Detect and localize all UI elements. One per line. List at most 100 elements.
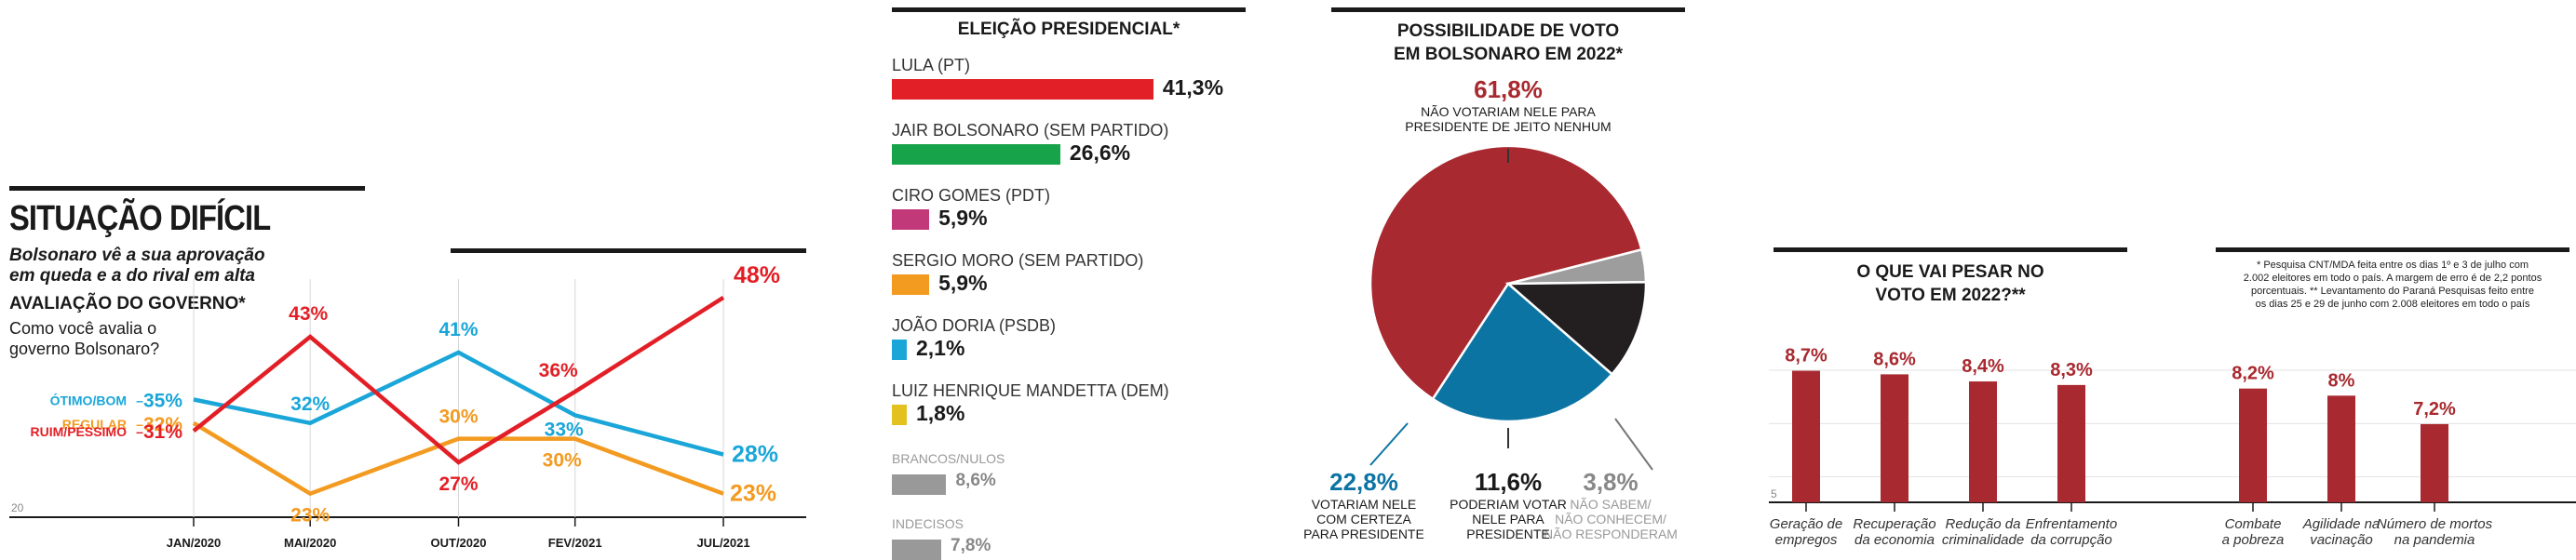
- slice-label: COM CERTEZA: [1316, 512, 1411, 527]
- slice-label: PODERIAM VOTAR: [1450, 497, 1567, 512]
- panel3-title-line-1: POSSIBILIDADE DE VOTO: [1396, 21, 1620, 41]
- data-label: 27%: [438, 473, 478, 495]
- data-label: 43%: [289, 303, 328, 325]
- subtitle-line-1: Bolsonaro vê a sua aprovação: [9, 246, 265, 265]
- bar-value: 8,6%: [955, 471, 996, 490]
- panel3-title: POSSIBILIDADE DE VOTO EM BOLSONARO EM 20…: [1331, 20, 1685, 66]
- y-axis-min-label: 5: [1771, 487, 1777, 500]
- data-label: 35%: [143, 391, 182, 412]
- bar-label: LULA (PT): [892, 56, 971, 74]
- bar-label: SERGIO MORO (SEM PARTIDO): [892, 251, 1144, 270]
- panel4-rule-left: [1774, 247, 2127, 252]
- slice-label: NÃO VOTARIAM NELE PARA: [1421, 104, 1596, 119]
- bar-label: criminalidade: [1942, 532, 2024, 548]
- slice-label: NÃO CONHECEM/: [1555, 512, 1666, 527]
- series-name: ÓTIMO/BOM: [50, 393, 127, 408]
- bar-label: LUIZ HENRIQUE MANDETTA (DEM): [892, 381, 1169, 400]
- data-label: 32%: [290, 393, 330, 415]
- panel4-title: O QUE VAI PESAR NO VOTO EM 2022?**: [1774, 260, 2127, 307]
- slice-label: NELE PARA: [1472, 512, 1544, 527]
- data-label: 23%: [730, 481, 776, 507]
- series-line: [192, 420, 724, 497]
- series-dash: –: [136, 417, 143, 432]
- series-name: RUIM/PÉSSIMO: [31, 424, 128, 439]
- data-label: 23%: [290, 505, 330, 527]
- bar-label: da economia: [1854, 532, 1935, 548]
- bar-value: 5,9%: [938, 206, 988, 230]
- data-label: 48%: [734, 262, 780, 288]
- slice-label: PRESIDENTE DE JEITO NENHUM: [1405, 119, 1611, 134]
- slice-value: 22,8%: [1329, 468, 1398, 496]
- bar-label: da corrupção: [2030, 532, 2112, 548]
- bar-label: JAIR BOLSONARO (SEM PARTIDO): [892, 121, 1169, 140]
- panel1-top-rule: [9, 186, 365, 191]
- footnote-line-4: os dias 25 e 29 de junho com 2.008 eleit…: [2255, 299, 2530, 310]
- bar-value: 41,3%: [1162, 75, 1224, 100]
- data-label: 41%: [438, 319, 478, 340]
- series-name: REGULAR: [62, 417, 127, 432]
- x-axis-label: JAN/2020: [166, 536, 222, 550]
- question-line-2: governo Bolsonaro?: [9, 340, 160, 358]
- panel4-title-line-2: VOTO EM 2022?**: [1875, 286, 2026, 305]
- data-label: 30%: [543, 450, 582, 472]
- bar-label: Recuperação: [1853, 516, 1935, 532]
- panel2-title: ELEIÇÃO PRESIDENCIAL*: [957, 20, 1180, 39]
- bar-label: Redução da: [1946, 516, 2021, 532]
- footnote-line-3: porcentuais. ** Levantamento do Paraná P…: [2251, 286, 2534, 297]
- slice-label: PARA PRESIDENTE: [1303, 527, 1424, 541]
- bar: [892, 79, 1153, 100]
- panel4-title-line-1: O QUE VAI PESAR NO: [1856, 262, 2044, 282]
- slice-value: 3,8%: [1583, 468, 1638, 496]
- bar-label: CIRO GOMES (PDT): [892, 186, 1050, 205]
- bar-label: Agilidade na: [2302, 516, 2380, 532]
- bar: [892, 540, 942, 560]
- bar-value: 26,6%: [1069, 140, 1131, 165]
- bar: [892, 340, 907, 360]
- priorities-bar-chart: 58,7%Geração deempregos8,6%Recuperaçãoda…: [1769, 346, 2576, 548]
- bar-label: empregos: [1775, 532, 1838, 548]
- bar: [892, 405, 907, 425]
- slice-value: 11,6%: [1475, 468, 1542, 496]
- bar: [2421, 423, 2448, 502]
- bar: [2239, 388, 2267, 502]
- bar-label: vacinação: [2310, 532, 2373, 548]
- data-label: 30%: [438, 407, 478, 428]
- bar-value: 8,3%: [2050, 360, 2093, 380]
- bar-value: 8,7%: [1785, 346, 1827, 367]
- y-axis-min-label: 20: [11, 501, 24, 514]
- bar-value: 8,2%: [2232, 364, 2274, 384]
- x-axis-label: MAI/2020: [283, 536, 337, 550]
- leader-line: [1369, 422, 1409, 466]
- data-label: 32%: [143, 414, 182, 435]
- question-line-1: Como você avalia o: [9, 319, 157, 338]
- bar-label: BRANCOS/NULOS: [892, 451, 1005, 466]
- bar-label: a pobreza: [2222, 532, 2285, 548]
- panel1-right-rule: [451, 248, 806, 253]
- slice-value: 61,8%: [1474, 75, 1543, 103]
- bar-value: 7,2%: [2413, 399, 2456, 420]
- slice-label: VOTARIAM NELE: [1312, 497, 1417, 512]
- bar: [892, 274, 930, 295]
- panel4-rule-right: [2216, 247, 2569, 252]
- x-axis-label: FEV/2021: [547, 536, 602, 550]
- bar: [892, 209, 930, 230]
- slice-label: PRESIDENTE: [1466, 527, 1549, 541]
- bar: [1792, 370, 1820, 502]
- footnote: * Pesquisa CNT/MDA feita entre os dias 1…: [2216, 259, 2569, 311]
- bar: [892, 474, 947, 495]
- series-dash: –: [136, 393, 143, 408]
- bar-value: 2,1%: [916, 336, 965, 360]
- bar: [1881, 374, 1908, 502]
- series-line: [193, 350, 724, 457]
- slice-label: NÃO RESPONDERAM: [1544, 527, 1678, 541]
- footnote-line-2: 2.002 eleitores em todo o país. A margem…: [2243, 273, 2542, 284]
- data-label: 28%: [732, 442, 778, 468]
- page-title: SITUAÇÃO DIFÍCIL: [9, 199, 271, 238]
- bar-value: 5,9%: [938, 271, 988, 295]
- bar-label: Geração de: [1770, 516, 1842, 532]
- section-title: AVALIAÇÃO DO GOVERNO*: [9, 294, 246, 313]
- x-axis-label: JUL/2021: [696, 536, 750, 550]
- panel3-title-line-2: EM BOLSONARO EM 2022*: [1394, 45, 1623, 64]
